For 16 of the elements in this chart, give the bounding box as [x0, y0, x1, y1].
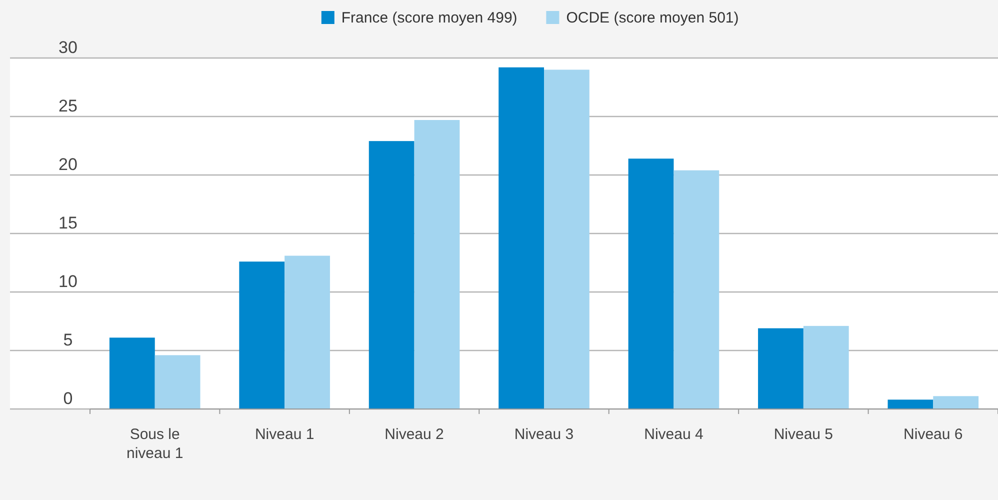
x-tick-label: Sous le niveau 1 — [126, 426, 184, 462]
y-tick-label: 30 — [58, 38, 78, 57]
x-tick-label: Niveau 5 — [774, 426, 834, 443]
y-tick-label: 25 — [58, 96, 78, 116]
y-tick-label: 5 — [63, 330, 73, 350]
y-tick-label: 20 — [58, 155, 78, 174]
x-tick-label: Niveau 4 — [644, 426, 704, 443]
y-tick-label: 15 — [58, 214, 78, 232]
legend-label: France (score moyen 499) — [341, 10, 518, 26]
x-tick-label: Niveau 2 — [384, 426, 444, 443]
x-tick-label: Niveau 3 — [514, 426, 574, 443]
x-tick-label: Niveau 6 — [904, 426, 963, 443]
x-tick-label: Niveau 1 — [254, 426, 314, 443]
y-tick-label: 0 — [63, 389, 73, 408]
legend-label: OCDE (score moyen 501) — [566, 10, 739, 26]
y-tick-label: 10 — [58, 272, 78, 291]
